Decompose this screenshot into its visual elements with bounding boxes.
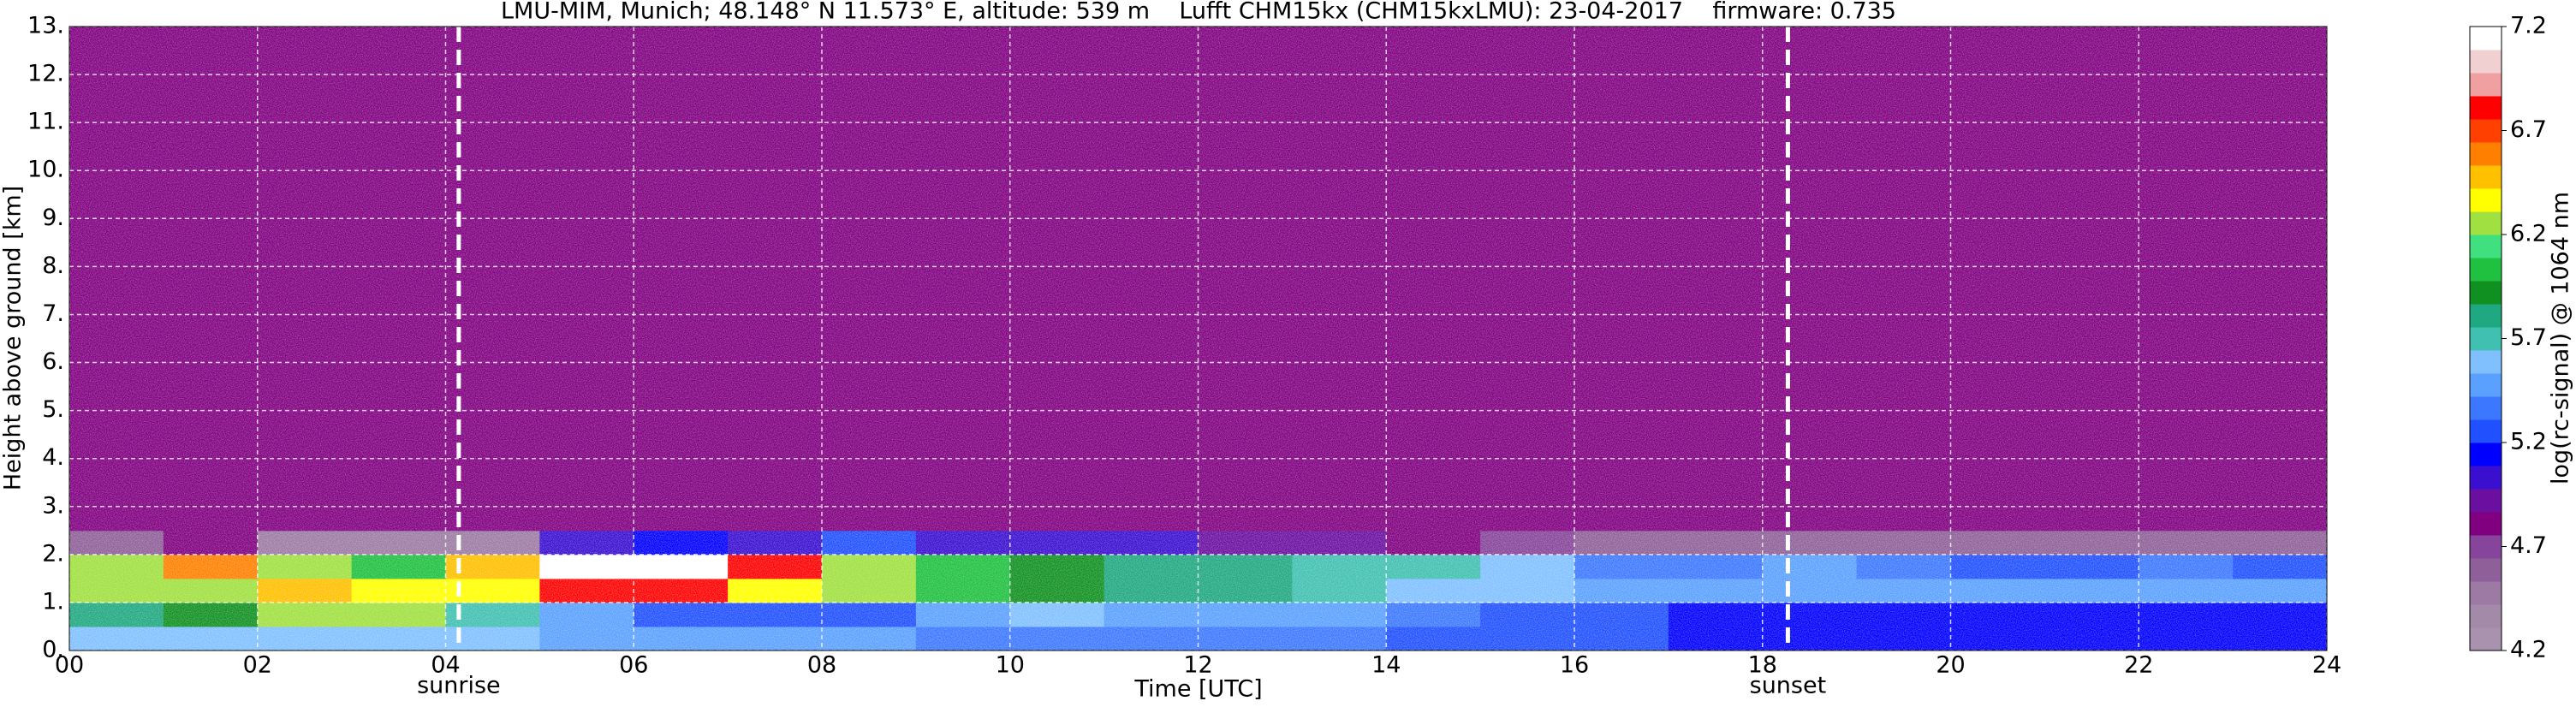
colorbar-swatch — [2470, 535, 2502, 559]
colorbar-tick-label: 4.7 — [2510, 532, 2547, 559]
y-tick-label: 4. — [42, 444, 64, 471]
y-tick-label: 3. — [42, 492, 64, 519]
chart-title: LMU-MIM, Munich; 48.148° N 11.573° E, al… — [501, 0, 1896, 25]
colorbar-swatch — [2470, 512, 2502, 536]
y-tick-label: 1. — [42, 588, 64, 615]
marker-label: sunrise — [417, 673, 501, 699]
colorbar-swatch — [2470, 165, 2502, 189]
x-tick-label: 12 — [1183, 652, 1212, 679]
y-tick-label: 6. — [42, 348, 64, 375]
colorbar-swatch — [2470, 258, 2502, 282]
x-tick-label: 24 — [2312, 652, 2341, 679]
colorbar-swatch — [2470, 96, 2502, 120]
colorbar-swatch — [2470, 627, 2502, 651]
colorbar-tick-label: 6.2 — [2510, 221, 2547, 247]
marker-label: sunset — [1750, 673, 1827, 699]
colorbar-swatch — [2470, 50, 2502, 74]
x-tick-label: 10 — [996, 652, 1025, 679]
colorbar-swatch — [2470, 350, 2502, 374]
colorbar-swatch — [2470, 119, 2502, 143]
y-tick-label: 13. — [27, 13, 64, 39]
x-tick-label: 20 — [1936, 652, 1965, 679]
colorbar-swatch — [2470, 211, 2502, 235]
colorbar-swatch — [2470, 489, 2502, 513]
colorbar-label: log(rc-signal) @ 1064 nm — [2548, 192, 2574, 484]
colorbar-swatch — [2470, 373, 2502, 397]
colorbar-swatch — [2470, 419, 2502, 443]
x-tick-label: 14 — [1371, 652, 1401, 679]
y-tick-label: 9. — [42, 205, 64, 231]
y-tick-label: 7. — [42, 300, 64, 327]
colorbar-swatch — [2470, 281, 2502, 305]
y-tick-label: 12. — [27, 61, 64, 87]
x-tick-label: 16 — [1560, 652, 1589, 679]
colorbar-swatch — [2470, 443, 2502, 466]
colorbar-swatch — [2470, 396, 2502, 420]
y-tick-label: 2. — [42, 540, 64, 567]
colorbar-swatch — [2470, 466, 2502, 490]
colorbar-swatch — [2470, 27, 2502, 50]
colorbar-swatch — [2470, 581, 2502, 605]
y-tick-label: 11. — [27, 109, 64, 135]
colorbar-swatch — [2470, 188, 2502, 212]
plot-frame — [68, 26, 2328, 651]
y-tick-label: 8. — [42, 253, 64, 279]
y-tick-label: 5. — [42, 396, 64, 423]
y-tick-label: 10. — [27, 157, 64, 183]
colorbar-swatch — [2470, 73, 2502, 97]
colorbar-swatch — [2470, 558, 2502, 582]
x-tick-label: 02 — [243, 652, 272, 679]
colorbar-tick-label: 5.2 — [2510, 429, 2547, 455]
x-tick-label: 22 — [2124, 652, 2153, 679]
colorbar-swatch — [2470, 142, 2502, 166]
colorbar-swatch — [2470, 327, 2502, 351]
x-tick-label: 04 — [431, 652, 460, 679]
colorbar-tick-label: 6.7 — [2510, 116, 2547, 143]
colorbar-tick-label: 5.7 — [2510, 324, 2547, 351]
colorbar-tick-label: 4.2 — [2510, 637, 2547, 663]
colorbar-tick-label: 7.2 — [2510, 13, 2547, 39]
x-axis-label: Time [UTC] — [1133, 676, 1262, 703]
colorbar-swatch — [2470, 604, 2502, 628]
colorbar-swatch — [2470, 235, 2502, 258]
y-axis-label: Height above ground [km] — [0, 186, 27, 490]
x-tick-label: 06 — [619, 652, 648, 679]
x-tick-label: 08 — [807, 652, 836, 679]
x-tick-label: 18 — [1748, 652, 1777, 679]
y-tick-label: 0. — [42, 637, 64, 663]
colorbar-swatch — [2470, 304, 2502, 328]
x-tick-label: 00 — [55, 652, 84, 679]
